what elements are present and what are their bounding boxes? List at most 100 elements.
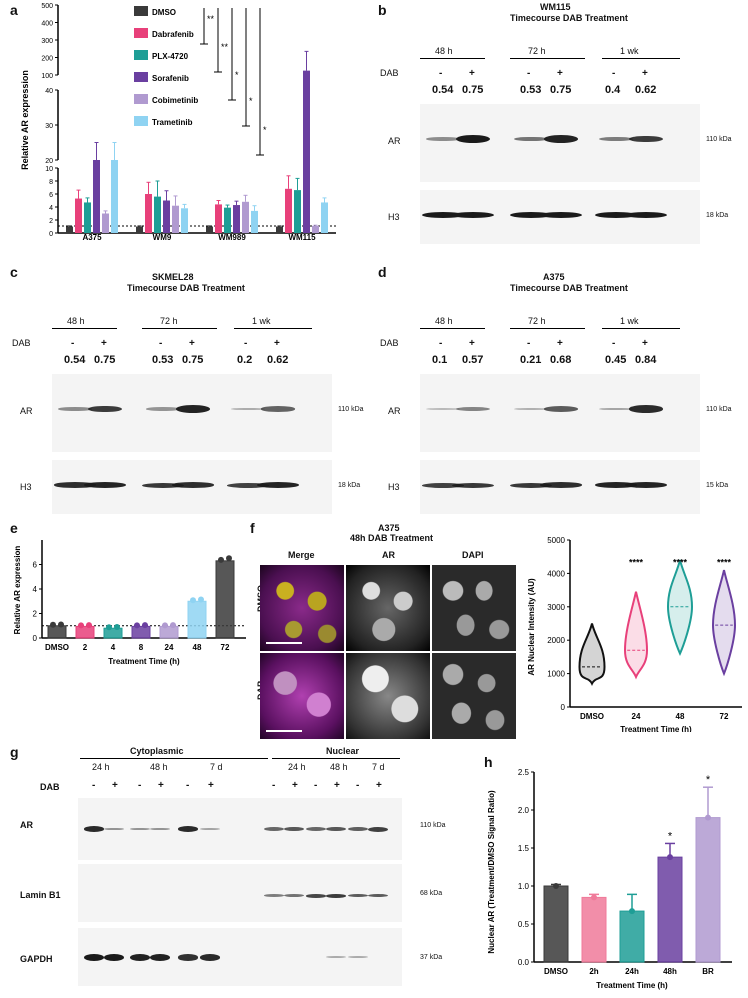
c-ratio-0: 0.54	[64, 354, 86, 366]
d-tp-line-2	[602, 328, 680, 329]
a-ylabel: Relative AR expression	[20, 70, 30, 170]
h-xtick-2h: 2h	[589, 967, 598, 976]
g-cyto-label: Cytoplasmic	[130, 746, 184, 756]
panel-label-e: e	[10, 520, 18, 536]
g-cyto-line	[80, 758, 268, 759]
a-bar-cobimetinib-wm989	[242, 201, 249, 233]
b-ar-band-4	[599, 136, 633, 142]
a-ytick-label: 8	[49, 179, 53, 186]
e-bar-24	[159, 625, 179, 639]
g-gapdh-band-2	[130, 954, 150, 961]
d-ar-band-0	[426, 407, 460, 411]
c-ratio-5: 0.62	[267, 354, 289, 366]
c-tp-line-2	[234, 328, 312, 329]
d-timepoint-2: 1 wk	[620, 316, 639, 326]
d-dab-sign-2: -	[527, 338, 531, 349]
c-ar-label: AR	[20, 406, 33, 416]
g-lamin-band-6	[264, 894, 284, 897]
a-bar-cobimetinib-wm9	[172, 205, 179, 233]
d-dab-sign-3: +	[557, 338, 563, 349]
e-xtick-8: 8	[139, 643, 144, 652]
a-legend-swatch-0	[134, 6, 148, 16]
c-h3-label: H3	[20, 482, 32, 492]
d-blot-ar	[420, 374, 700, 452]
a-bar-cobimetinib-wm115	[312, 225, 319, 233]
e-point	[86, 622, 92, 629]
h-bar-br	[695, 817, 721, 963]
g-dab-label: DAB	[40, 782, 60, 792]
f-xtick-72: 72	[720, 712, 729, 721]
d-h3-band-4	[595, 482, 637, 488]
b-h3-band-2	[510, 212, 552, 218]
a-bar-plx-4720-wm989	[224, 207, 231, 233]
e-point	[50, 621, 56, 628]
a-ytick-label: 10	[45, 166, 53, 173]
d-h3-band-2	[510, 482, 552, 488]
e-ytick-label: 4	[33, 585, 38, 594]
a-bar-trametinib-a375	[111, 160, 118, 233]
b-timepoint-1: 72 h	[528, 46, 546, 56]
d-ar-band-4	[599, 407, 633, 411]
scale-bar-dmso	[266, 642, 302, 644]
a-bar-trametinib-wm115	[321, 202, 328, 233]
e-xtick-2: 2	[83, 643, 88, 652]
panel-label-h: h	[484, 754, 493, 770]
g-gapdh-band-4	[178, 954, 198, 961]
blot-panel-b: 48 h 72 h 1 wk DAB - 0.54 +0.75 - 0.53 +0.75 - 0.4 +…	[380, 28, 740, 248]
e-point	[142, 622, 148, 629]
f-title-1: A375	[378, 523, 400, 533]
d-h3-band-0	[422, 482, 464, 488]
a-sig-star: *	[249, 96, 253, 106]
g-dab-sign-2: -	[138, 780, 142, 791]
c-ratio-2: 0.53	[152, 354, 174, 366]
c-title-1: SKMEL28	[152, 272, 194, 282]
a-sig-star: **	[207, 14, 215, 24]
a-legend-label-0: DMSO	[152, 8, 176, 17]
a-ytick-label: 2	[49, 218, 53, 225]
e-point	[134, 622, 140, 629]
e-xtick-48: 48	[193, 643, 202, 652]
a-ytick-label: 400	[41, 21, 53, 28]
d-ratio-4: 0.45	[605, 354, 627, 366]
c-ar-band-4	[231, 407, 265, 411]
g-lamin-band-11	[368, 894, 388, 898]
b-timepoint-2: 1 wk	[620, 46, 639, 56]
g-dab-sign-10: -	[356, 780, 360, 791]
g-kda-lamin: 68 kDa	[420, 890, 443, 897]
d-h3-band-3	[540, 482, 582, 488]
g-lamin-band-9	[326, 894, 346, 898]
e-point	[218, 556, 224, 563]
g-blot-lamin	[78, 864, 402, 922]
d-ratio-5: 0.84	[635, 354, 657, 366]
c-h3-band-1	[84, 482, 126, 488]
g-timepoint-4: 48 h	[330, 762, 348, 772]
e-bar-48	[187, 600, 207, 639]
a-bar-dabrafenib-a375	[75, 198, 82, 233]
e-bar-2	[75, 625, 95, 639]
g-lamin-label: Lamin B1	[20, 890, 61, 900]
f-col-merge: Merge	[288, 550, 315, 560]
e-point	[114, 624, 120, 631]
b-tp-line-1	[510, 58, 585, 59]
c-tp-line-0	[52, 328, 117, 329]
h-bar-24h	[619, 910, 645, 963]
b-h3-band-3	[540, 212, 582, 218]
e-ytick-label: 2	[33, 610, 38, 619]
d-tp-line-1	[510, 328, 585, 329]
g-ar-band-3	[150, 827, 170, 831]
g-dab-sign-3: +	[158, 780, 164, 791]
h-point	[705, 814, 711, 821]
h-bar-2h	[581, 896, 607, 963]
b-ratio-0: 0.54	[432, 84, 454, 96]
g-dab-sign-8: -	[314, 780, 318, 791]
blot-panel-c: 48 h 72 h 1 wk DAB - 0.54 +0.75 - 0.53 +0.75 - 0.2 +…	[12, 298, 372, 514]
a-ytick-label: 4	[49, 205, 53, 212]
h-ylabel: Nuclear AR (Treatment/DMSO Signal Ratio)	[487, 790, 496, 954]
f-violin-72	[711, 569, 737, 677]
h-point	[667, 854, 673, 861]
a-ytick-label: 0	[49, 231, 53, 238]
b-tp-line-2	[602, 58, 680, 59]
d-dab-sign-1: +	[469, 338, 475, 349]
e-bar-4	[103, 627, 123, 639]
g-ar-band-4	[178, 826, 198, 832]
